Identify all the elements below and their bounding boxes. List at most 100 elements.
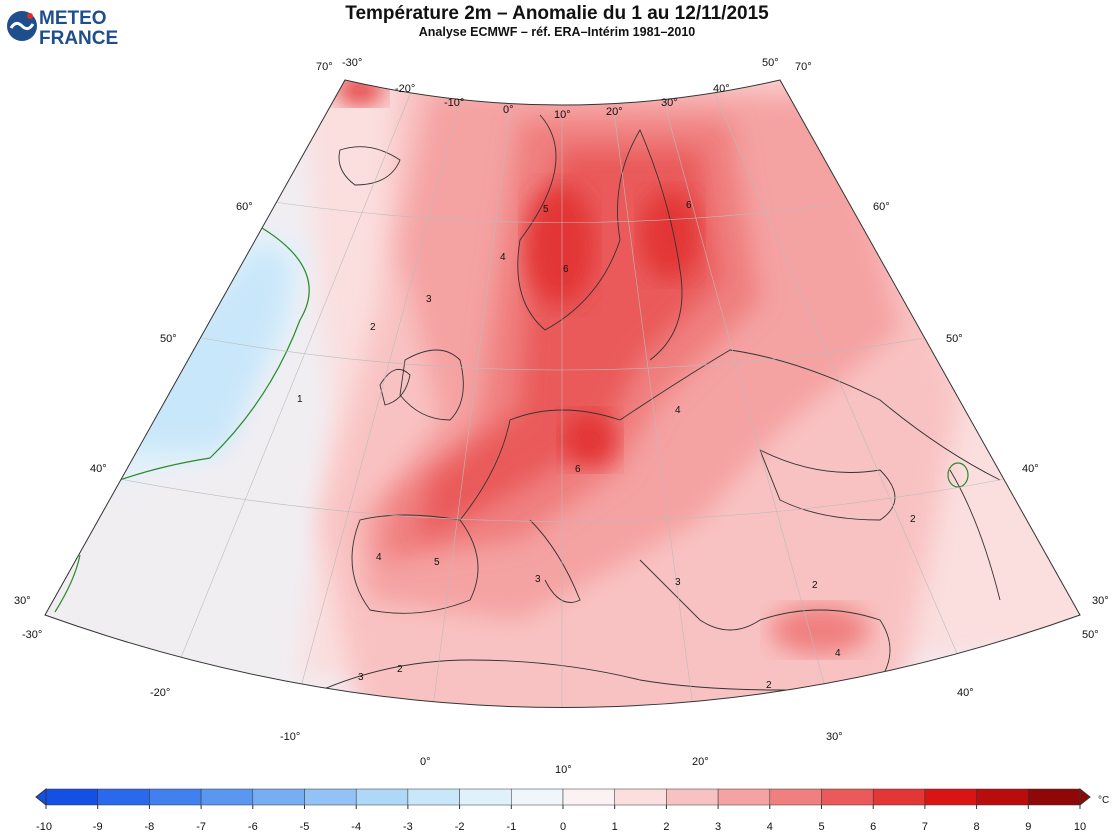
lon-label-bottom-4: 10° xyxy=(555,764,572,776)
lon-label-top-4: 10° xyxy=(554,109,571,121)
lon-label-bottom-3: 0° xyxy=(420,756,431,768)
logo-line2: FRANCE xyxy=(39,28,118,48)
lat-label-right-2: 50° xyxy=(946,333,963,345)
map-frame xyxy=(44,79,1081,708)
colorbar-box xyxy=(821,788,874,806)
page-subtitle: Analyse ECMWF – réf. ERA–Intérim 1981–20… xyxy=(418,25,696,39)
iberia-coast xyxy=(351,514,479,614)
contour-label: 2 xyxy=(370,322,376,333)
colorbar-box xyxy=(872,788,926,806)
lon-label-bottom-6: 30° xyxy=(826,731,843,743)
lat-label-left-1: 60° xyxy=(236,201,253,213)
colorbar-tick-label: 1 xyxy=(612,821,618,833)
contour-label: 5 xyxy=(543,204,549,215)
lon-label-bottom-7: 40° xyxy=(957,687,974,699)
lon-labels-bottom: -30° -20° -10° 0° 10° 20° 30° 40° 50° xyxy=(22,629,1099,776)
colorbar-box xyxy=(407,788,460,806)
contour-label: 3 xyxy=(675,577,681,588)
britain-coast xyxy=(399,349,464,421)
lat-label-right-4: 30° xyxy=(1092,595,1109,607)
contour-label: 2 xyxy=(766,680,772,691)
lat-label-left-4: 30° xyxy=(14,595,31,607)
colorbar-box xyxy=(924,788,977,806)
colorbar-box xyxy=(511,788,564,806)
colorbar-tick-label: -6 xyxy=(248,821,258,833)
colorbar-tick-label: 5 xyxy=(818,821,824,833)
lat-label-left-3: 40° xyxy=(90,463,107,475)
lat-labels-right: 70° 60° 50° 40° 30° xyxy=(795,61,1109,607)
contour-label: 4 xyxy=(376,552,382,563)
contour-label: 3 xyxy=(426,294,432,305)
scandinavia-coast xyxy=(517,114,683,361)
colorbar-tick-label: 8 xyxy=(974,821,980,833)
colorbar-tick-label: -5 xyxy=(300,821,310,833)
colorbar-box xyxy=(562,788,615,806)
lon-label-top-0: -30° xyxy=(342,57,362,69)
contour-label: 4 xyxy=(675,405,681,416)
lat-label-left-2: 50° xyxy=(160,333,177,345)
colorbar-box xyxy=(200,788,254,806)
colorbar-tick-label: 9 xyxy=(1025,821,1031,833)
lon-label-bottom-5: 20° xyxy=(692,756,709,768)
zero-contour-caucasus xyxy=(947,462,969,488)
contour-label: 1 xyxy=(297,394,303,405)
colorbar-box xyxy=(355,788,409,806)
lat-label-left-0: 70° xyxy=(316,61,333,73)
colorbar-right-arrow xyxy=(1079,787,1091,807)
colorbar-unit: °C xyxy=(1098,795,1109,806)
lon-label-top-7: 40° xyxy=(713,83,730,95)
meteo-france-logo: METEO FRANCE xyxy=(6,4,130,49)
lat-label-right-3: 40° xyxy=(1022,463,1039,475)
colorbar-tick-label: 0 xyxy=(560,821,566,833)
colorbar-box xyxy=(149,788,202,806)
contour-label: 4 xyxy=(835,648,841,659)
colorbar-tick-label: -1 xyxy=(506,821,516,833)
colorbar-box xyxy=(252,788,305,806)
caspian-coast xyxy=(949,469,1001,601)
colorbar-tick-label: -4 xyxy=(351,821,361,833)
contour-label: 6 xyxy=(563,264,569,275)
colorbar-tick-label: 2 xyxy=(663,821,669,833)
lon-label-bottom-2: -10° xyxy=(280,731,300,743)
colorbar-tick-label: -7 xyxy=(196,821,206,833)
lon-label-top-2: -10° xyxy=(444,97,464,109)
colorbar-box xyxy=(717,788,771,806)
lon-label-top-5: 20° xyxy=(606,106,623,118)
lat-label-right-1: 60° xyxy=(873,201,890,213)
colorbar-box xyxy=(45,788,98,806)
lon-labels-top: -30° -20° -10° 0° 10° 20° 30° 40° 50° xyxy=(342,57,779,121)
contour-label: 6 xyxy=(686,200,692,211)
colorbar-tick-label: -3 xyxy=(403,821,413,833)
italy-coast xyxy=(529,519,581,603)
colorbar-box xyxy=(304,788,357,806)
contour-label: 5 xyxy=(434,557,440,568)
colorbar-tick-label: 7 xyxy=(922,821,928,833)
lon-label-bottom-8: 50° xyxy=(1082,629,1099,641)
colorbar-tick-labels: -10 -9 -8 -7 -6 -5 -4 -3 -2 -1 0 1 2 3 4 5 6 7 8 9 10 xyxy=(36,805,1086,833)
lon-label-top-1: -20° xyxy=(395,83,415,95)
anomaly-core-norway xyxy=(525,185,595,305)
colorbar-tick-label: 10 xyxy=(1074,821,1086,833)
colorbar-box xyxy=(97,788,150,806)
contour-labels: 1 2 2 2 2 2 3 3 3 3 4 4 4 4 5 5 6 6 6 xyxy=(297,200,916,691)
lon-label-top-6: 30° xyxy=(661,97,678,109)
central-europe-coast xyxy=(459,349,1001,521)
contour-label: 3 xyxy=(535,574,541,585)
contour-label: 4 xyxy=(500,252,506,263)
ireland-coast xyxy=(379,368,411,406)
lat-labels-left: 70° 60° 50° 40° 30° xyxy=(14,61,333,607)
colorbar-tick-label: -8 xyxy=(145,821,155,833)
contour-label: 2 xyxy=(812,580,818,591)
anomaly-core-finland xyxy=(640,190,700,280)
colorbar-tick-label: 3 xyxy=(715,821,721,833)
logo-line1: METEO xyxy=(39,8,107,29)
iceland-coast xyxy=(338,146,401,186)
lon-label-top-8: 50° xyxy=(762,57,779,69)
colorbar-box xyxy=(769,788,822,806)
page-title: Température 2m – Anomalie du 1 au 12/11/… xyxy=(345,3,769,24)
colorbar-box xyxy=(459,788,512,806)
contour-label: 2 xyxy=(910,514,916,525)
contour-label: 2 xyxy=(397,664,403,675)
lon-label-bottom-0: -30° xyxy=(22,629,42,641)
